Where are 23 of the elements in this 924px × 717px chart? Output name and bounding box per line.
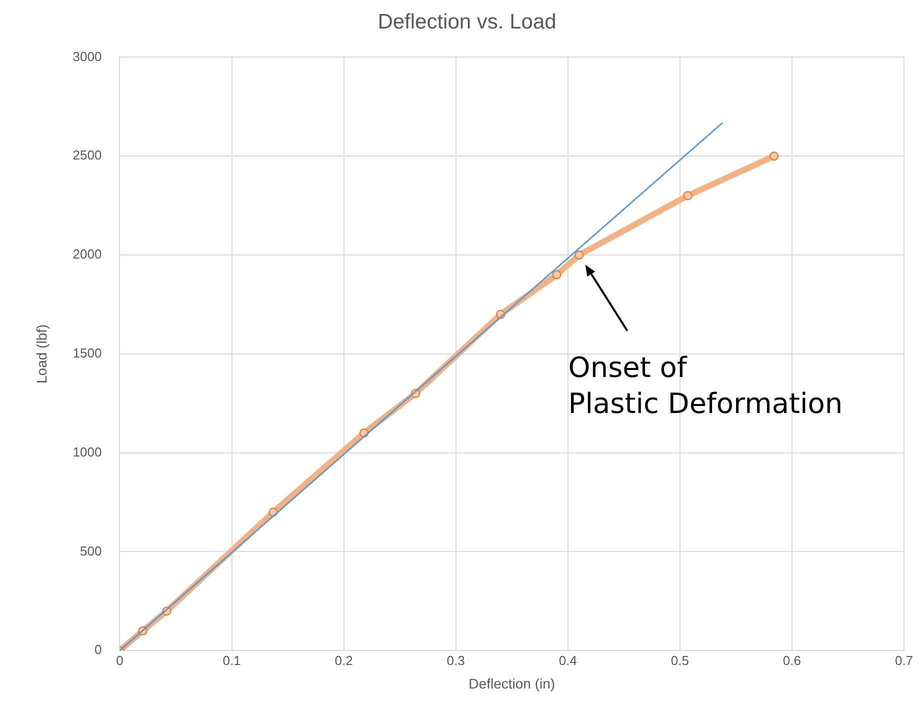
- y-tick-label: 0: [94, 642, 102, 658]
- y-tick-label: 1500: [72, 345, 102, 360]
- y-tick-label: 500: [80, 543, 102, 558]
- point: [552, 270, 562, 280]
- x-tick-label: 0.2: [334, 652, 353, 668]
- y-tick-label: 2000: [72, 246, 102, 262]
- x-tick-label: 0: [116, 652, 124, 668]
- y-tick-label: 3000: [72, 48, 102, 64]
- point: [683, 191, 692, 200]
- x-tick-label: 0.6: [782, 652, 801, 668]
- x-tick-label: 0.4: [558, 652, 577, 668]
- x-axis-title: Deflection (in): [468, 675, 556, 692]
- x-tick-label: 0.5: [670, 652, 689, 668]
- point: [769, 152, 779, 161]
- point: [574, 250, 584, 260]
- x-tick-label: 0.7: [894, 652, 914, 668]
- y-tick-label: 2500: [72, 148, 102, 163]
- chart-title: Deflection vs. Load: [378, 10, 556, 34]
- x-tick-label: 0.1: [222, 652, 241, 668]
- x-tick-label: 0.3: [446, 652, 465, 668]
- annotation: Onset of Plastic Deformation: [568, 350, 843, 420]
- y-tick-label: 1000: [72, 444, 102, 460]
- y-axis-title: Load (lbf): [33, 324, 50, 384]
